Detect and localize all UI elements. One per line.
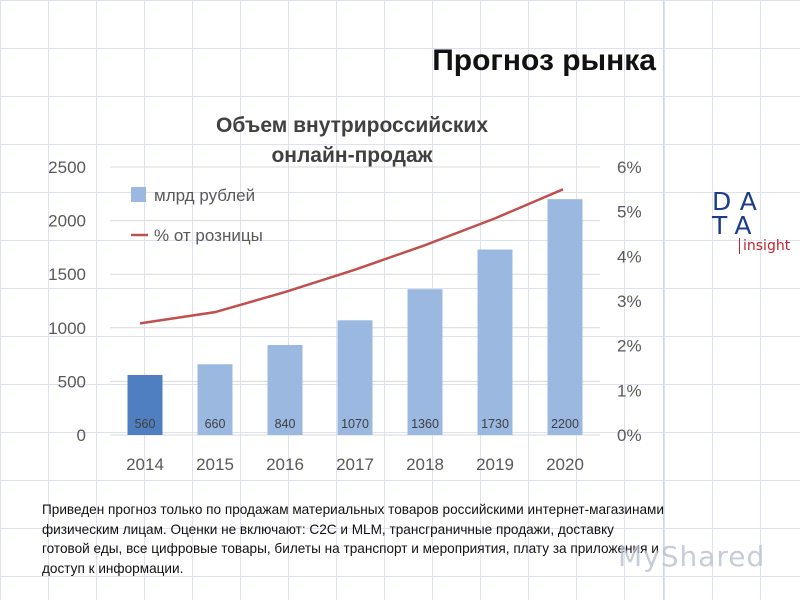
logo-line-3: insight <box>739 238 790 254</box>
y2-tick-label: 4% <box>617 247 642 266</box>
chart-title-line: онлайн-продаж <box>271 144 433 167</box>
bar <box>547 199 583 435</box>
bar-data-label: 1730 <box>481 417 509 431</box>
bar-data-label: 560 <box>135 417 156 431</box>
y2-tick-label: 1% <box>617 381 642 400</box>
y-tick-label: 2000 <box>48 212 86 231</box>
bar <box>267 344 303 435</box>
x-tick-label: 2019 <box>476 455 514 474</box>
y-tick-label: 500 <box>58 372 86 391</box>
watermark: MyShared <box>618 540 766 573</box>
bar <box>197 364 233 435</box>
chart: Объем внутрироссийских онлайн-продаж 0 500 1… <box>48 114 642 474</box>
bar <box>407 289 443 435</box>
bar <box>337 320 373 435</box>
bar <box>477 249 513 435</box>
x-tick-label: 2020 <box>546 455 584 474</box>
y2-tick-label: 0% <box>617 426 642 445</box>
bar <box>127 374 163 435</box>
y2-tick-label: 5% <box>617 203 642 222</box>
x-tick-label: 2014 <box>126 455 164 474</box>
data-insight-logo: DA TA insight <box>712 187 794 262</box>
y2-tick-label: 2% <box>617 337 642 356</box>
logo-line-1: DA <box>712 187 766 216</box>
bar-data-label: 1070 <box>341 417 369 431</box>
chart-title-line: Объем внутрироссийских <box>216 114 488 137</box>
x-tick-label: 2017 <box>336 455 374 474</box>
legend-label-bars: млрд рублей <box>154 186 255 205</box>
bar-data-label: 2200 <box>551 417 579 431</box>
y-tick-label: 1000 <box>48 319 86 338</box>
line-series <box>139 188 564 325</box>
x-tick-label: 2018 <box>406 455 444 474</box>
bar-data-label: 660 <box>205 417 226 431</box>
x-tick-label: 2015 <box>196 455 234 474</box>
legend-swatch-bars <box>131 187 146 202</box>
y2-tick-label: 3% <box>617 292 642 311</box>
logo-line-2: TA <box>712 211 761 240</box>
page-title: Прогноз рынка <box>432 44 656 77</box>
legend-label-line: % от розницы <box>154 226 263 245</box>
bar-data-label: 1360 <box>411 417 439 431</box>
y-tick-label: 1500 <box>48 265 86 284</box>
right-panel <box>663 0 800 600</box>
y-tick-label: 0 <box>77 426 86 445</box>
y-tick-label: 2500 <box>48 158 86 177</box>
bar-data-label: 840 <box>275 417 296 431</box>
y2-tick-label: 6% <box>617 158 642 177</box>
footnote: Приведен прогноз только по продажам мате… <box>42 502 664 576</box>
x-tick-label: 2016 <box>266 455 304 474</box>
